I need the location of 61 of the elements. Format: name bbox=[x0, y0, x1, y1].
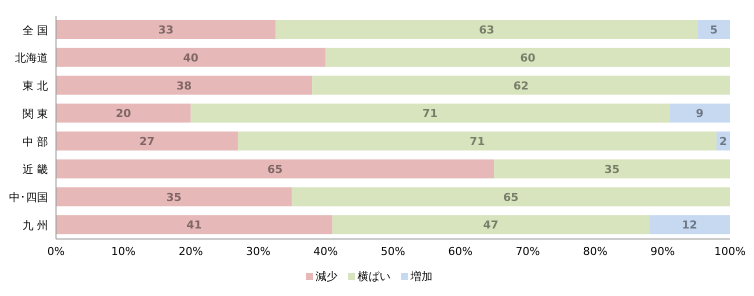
legend-label: 横ばい bbox=[356, 269, 390, 284]
data-label: 63 bbox=[479, 24, 494, 36]
bar bbox=[56, 187, 292, 206]
x-tick-label: 30% bbox=[246, 244, 270, 258]
y-tick-label: 九 州 bbox=[22, 218, 48, 232]
y-tick-label: 東 北 bbox=[22, 80, 48, 93]
y-tick-label: 近 畿 bbox=[22, 163, 48, 176]
data-label: 35 bbox=[604, 162, 620, 176]
data-label: 60 bbox=[520, 51, 536, 64]
bar bbox=[56, 215, 332, 234]
x-tick-label: 20% bbox=[178, 244, 204, 258]
bar bbox=[190, 104, 670, 123]
bar bbox=[669, 104, 730, 123]
data-label: 47 bbox=[483, 218, 498, 232]
x-tick-label: 0% bbox=[47, 244, 65, 258]
data-label: 2 bbox=[719, 135, 728, 148]
bar bbox=[56, 76, 312, 95]
bar bbox=[292, 187, 730, 206]
legend-label: 減少 bbox=[314, 269, 338, 284]
bar bbox=[56, 104, 191, 123]
data-label: 62 bbox=[513, 79, 529, 92]
x-tick-label: 10% bbox=[111, 244, 136, 258]
data-label: 20 bbox=[116, 107, 132, 120]
bar bbox=[312, 76, 730, 95]
data-label: 71 bbox=[470, 135, 485, 148]
y-tick-label: 北海道 bbox=[15, 52, 48, 65]
data-label: 27 bbox=[139, 135, 155, 148]
data-label: 41 bbox=[186, 218, 202, 232]
bar bbox=[649, 215, 730, 234]
data-label: 35 bbox=[166, 190, 182, 204]
y-tick-label: 全 国 bbox=[22, 24, 48, 37]
y-tick-label: 中･四国 bbox=[9, 191, 48, 204]
bar bbox=[56, 20, 276, 39]
legend-label: 増加 bbox=[410, 269, 432, 284]
data-label: 12 bbox=[682, 218, 698, 232]
data-label: 38 bbox=[176, 79, 192, 92]
x-tick-label: 90% bbox=[650, 244, 675, 258]
bar bbox=[494, 159, 730, 178]
data-label: 40 bbox=[183, 51, 199, 64]
bar bbox=[56, 159, 494, 178]
x-tick-label: 80% bbox=[582, 244, 608, 258]
y-tick-label: 関 東 bbox=[22, 107, 48, 120]
x-tick-label: 40% bbox=[313, 244, 338, 258]
bar bbox=[326, 48, 730, 67]
data-label: 71 bbox=[422, 107, 438, 120]
x-tick-label: 50% bbox=[380, 244, 406, 258]
data-label: 65 bbox=[267, 162, 283, 176]
y-tick-label: 中 部 bbox=[22, 135, 48, 148]
bar bbox=[238, 132, 717, 150]
x-tick-label: 60% bbox=[448, 244, 473, 258]
data-label: 65 bbox=[503, 190, 519, 204]
data-label: 9 bbox=[696, 107, 704, 120]
x-tick-label: 100% bbox=[714, 244, 746, 258]
data-label: 33 bbox=[158, 24, 174, 36]
bar bbox=[276, 20, 698, 39]
bar bbox=[698, 20, 730, 39]
bar bbox=[56, 132, 238, 150]
bar bbox=[332, 215, 650, 234]
bar bbox=[56, 48, 326, 67]
data-label: 5 bbox=[710, 24, 718, 36]
x-tick-label: 70% bbox=[516, 244, 540, 258]
